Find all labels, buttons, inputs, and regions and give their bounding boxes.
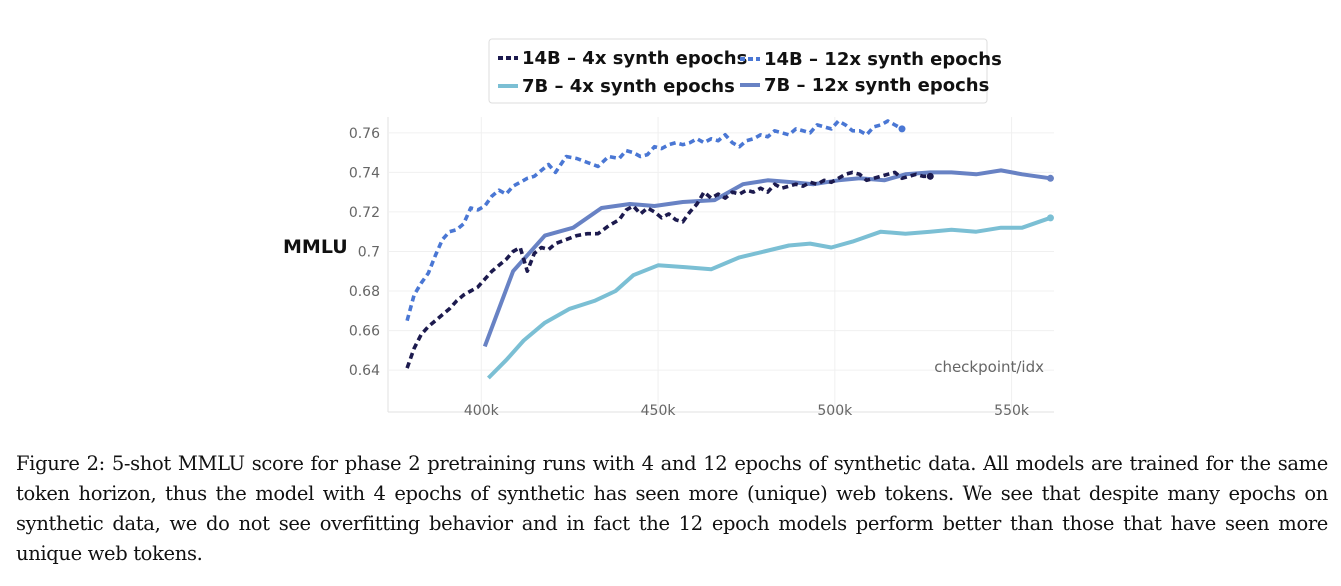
y-tick-label: 0.66 — [349, 324, 380, 340]
legend-item-7b-4x: 7B – 4x synth epochs — [498, 76, 735, 97]
legend-label-14b-4x: 14B – 4x synth epochs — [522, 48, 747, 69]
series-line-14b-4x-synth-epochs — [405, 170, 931, 369]
x-tick-label: 500k — [817, 403, 853, 419]
y-tick-label: 0.72 — [349, 205, 380, 221]
legend-label-14b-12x: 14B – 12x synth epochs — [764, 49, 1002, 70]
legend: 14B – 4x synth epochs 14B – 12x synth ep… — [488, 38, 1002, 104]
legend-label-7b-12x: 7B – 12x synth epochs — [764, 75, 989, 96]
series-line-7b-12x-synth-epochs — [482, 168, 1051, 348]
legend-label-7b-4x: 7B – 4x synth epochs — [522, 76, 735, 97]
y-tick-label: 0.7 — [358, 244, 380, 260]
legend-item-14b-4x: 14B – 4x synth epochs — [498, 48, 747, 69]
series-lines — [405, 119, 1054, 380]
y-axis-ticks: 0.64 0.66 0.68 0.7 0.72 0.74 0.76 — [349, 126, 380, 379]
legend-item-14b-12x: 14B – 12x synth epochs — [740, 49, 1002, 70]
plot-area — [387, 117, 1054, 413]
y-tick-label: 0.76 — [349, 126, 380, 142]
mmlu-line-chart: 0.64 0.66 0.68 0.7 0.72 0.74 0.76 400k 450k 500k… — [283, 38, 1054, 419]
series-endpoint-14b-4x-synth-epochs — [926, 172, 934, 180]
series-endpoint-14b-12x-synth-epochs — [898, 125, 906, 133]
series-line-7b-4x-synth-epochs — [486, 215, 1052, 380]
y-tick-label: 0.74 — [349, 165, 380, 181]
series-line-14b-12x-synth-epochs — [405, 119, 903, 322]
y-tick-label: 0.68 — [349, 284, 380, 300]
x-tick-label: 450k — [641, 403, 677, 419]
x-axis-label: checkpoint/idx — [934, 358, 1044, 376]
x-tick-label: 400k — [464, 403, 500, 419]
x-tick-label: 550k — [994, 403, 1030, 419]
x-axis-ticks: 400k 450k 500k 550k — [464, 403, 1030, 419]
figure-caption: Figure 2: 5-shot MMLU score for phase 2 … — [16, 452, 1328, 565]
legend-box — [488, 38, 988, 104]
series-endpoint-7b-12x-synth-epochs — [1046, 174, 1054, 182]
series-endpoint-7b-4x-synth-epochs — [1046, 214, 1054, 222]
y-axis-label: MMLU — [283, 236, 348, 258]
y-tick-label: 0.64 — [349, 363, 380, 379]
legend-item-7b-12x: 7B – 12x synth epochs — [740, 75, 989, 96]
